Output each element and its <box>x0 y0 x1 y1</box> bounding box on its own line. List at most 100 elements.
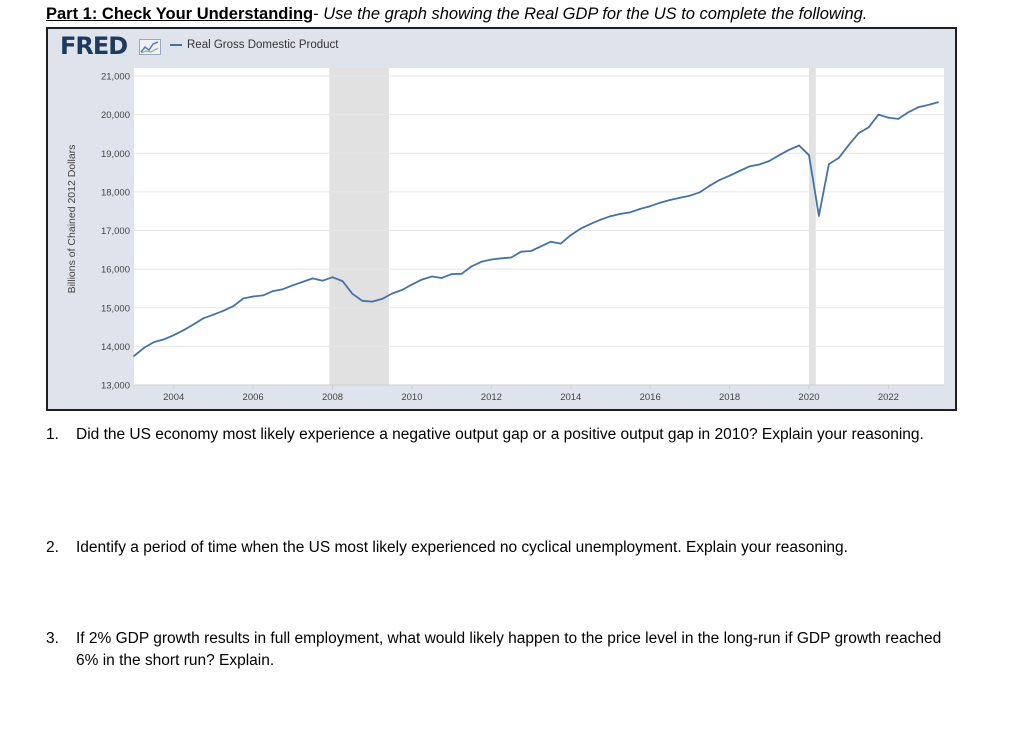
data-point <box>421 278 423 281</box>
data-point <box>460 272 463 275</box>
y-tick-label: 20,000 <box>101 110 130 121</box>
question-number: 3. <box>46 630 59 647</box>
fred-header: FRED Real Gross Domestic Product <box>48 29 955 66</box>
data-point <box>391 292 393 295</box>
data-point <box>530 250 532 252</box>
y-tick-label: 18,000 <box>101 187 130 198</box>
data-point <box>440 277 443 279</box>
data-point <box>520 250 522 253</box>
chart-legend: Real Gross Domestic Product <box>170 39 338 51</box>
x-tick-label: 2018 <box>719 392 740 403</box>
legend-label: Real Gross Domestic Product <box>187 39 339 51</box>
x-tick-label: 2022 <box>878 392 899 403</box>
data-point <box>669 199 671 201</box>
data-point <box>589 223 592 225</box>
data-point <box>331 276 334 279</box>
data-point <box>828 163 830 166</box>
x-tick-label: 2020 <box>798 392 819 403</box>
data-point <box>192 323 195 326</box>
data-point <box>698 191 701 194</box>
data-point <box>490 258 493 261</box>
data-point <box>679 196 681 199</box>
data-point <box>857 132 860 135</box>
data-point <box>550 240 552 243</box>
data-point <box>907 111 910 114</box>
data-point <box>291 284 294 287</box>
data-point <box>480 260 483 263</box>
x-tick-label: 2016 <box>640 392 661 403</box>
data-point <box>262 294 264 297</box>
data-point <box>252 295 255 298</box>
data-point <box>728 174 731 177</box>
data-point <box>708 184 711 187</box>
y-tick-label: 16,000 <box>101 265 130 276</box>
data-point <box>639 208 642 210</box>
question-text: If 2% GDP growth results in full employm… <box>76 630 942 669</box>
data-point <box>242 297 245 300</box>
y-tick-label: 21,000 <box>101 72 130 83</box>
part-title: Part 1: Check Your Understanding <box>46 5 314 23</box>
data-point <box>222 309 225 312</box>
data-point <box>202 317 205 320</box>
series-line-real-gdp <box>133 101 939 357</box>
data-point <box>172 334 175 337</box>
data-point <box>143 347 145 349</box>
data-point <box>559 242 562 245</box>
data-point <box>609 215 612 218</box>
data-point <box>887 116 890 119</box>
data-point <box>897 118 900 120</box>
data-point <box>301 281 304 283</box>
plot-background <box>134 68 944 385</box>
recession-band <box>329 68 389 385</box>
page-heading: Part 1: Check Your Understanding- Use th… <box>46 5 867 24</box>
data-point <box>569 234 572 237</box>
data-point <box>798 144 800 147</box>
data-point <box>599 218 602 221</box>
data-point <box>619 213 622 215</box>
data-point <box>272 290 274 292</box>
data-point <box>411 283 413 286</box>
y-tick-label: 13,000 <box>101 381 130 392</box>
data-point <box>758 163 761 166</box>
data-point <box>212 313 215 316</box>
data-point <box>579 227 582 230</box>
data-point <box>768 160 771 162</box>
data-point <box>500 257 503 260</box>
data-point <box>361 299 364 302</box>
chart-line-icon <box>139 39 161 60</box>
legend-swatch <box>170 43 182 46</box>
data-point <box>510 256 513 259</box>
data-point <box>867 126 870 129</box>
data-point <box>778 154 781 157</box>
question-number: 1. <box>46 426 59 443</box>
data-point <box>718 179 721 181</box>
data-point <box>917 106 920 109</box>
data-point <box>232 305 235 308</box>
data-point <box>748 165 751 168</box>
data-point <box>877 113 880 116</box>
data-point <box>937 101 939 104</box>
data-point <box>738 170 741 172</box>
data-point <box>847 144 850 146</box>
heading-dash: - <box>313 5 324 23</box>
data-point <box>837 157 840 159</box>
y-axis-label: Billions of Chained 2012 Dollars <box>66 145 78 294</box>
y-tick-label: 15,000 <box>101 303 130 314</box>
data-point <box>430 275 433 278</box>
fred-logo: FRED <box>60 32 128 60</box>
data-point <box>162 338 165 341</box>
y-tick-label: 19,000 <box>101 149 130 160</box>
x-tick-label: 2004 <box>163 392 184 403</box>
x-tick-label: 2008 <box>322 392 343 403</box>
y-tick-label: 17,000 <box>101 226 130 237</box>
data-point <box>381 298 384 300</box>
data-point <box>788 148 790 151</box>
data-point <box>371 300 374 303</box>
heading-instruction: Use the graph showing the Real GDP for t… <box>323 5 868 23</box>
data-point <box>182 329 185 332</box>
question-number: 2. <box>46 539 59 556</box>
x-tick-label: 2012 <box>481 392 502 403</box>
data-point <box>401 289 403 291</box>
data-point <box>311 277 314 280</box>
data-point <box>450 273 453 275</box>
